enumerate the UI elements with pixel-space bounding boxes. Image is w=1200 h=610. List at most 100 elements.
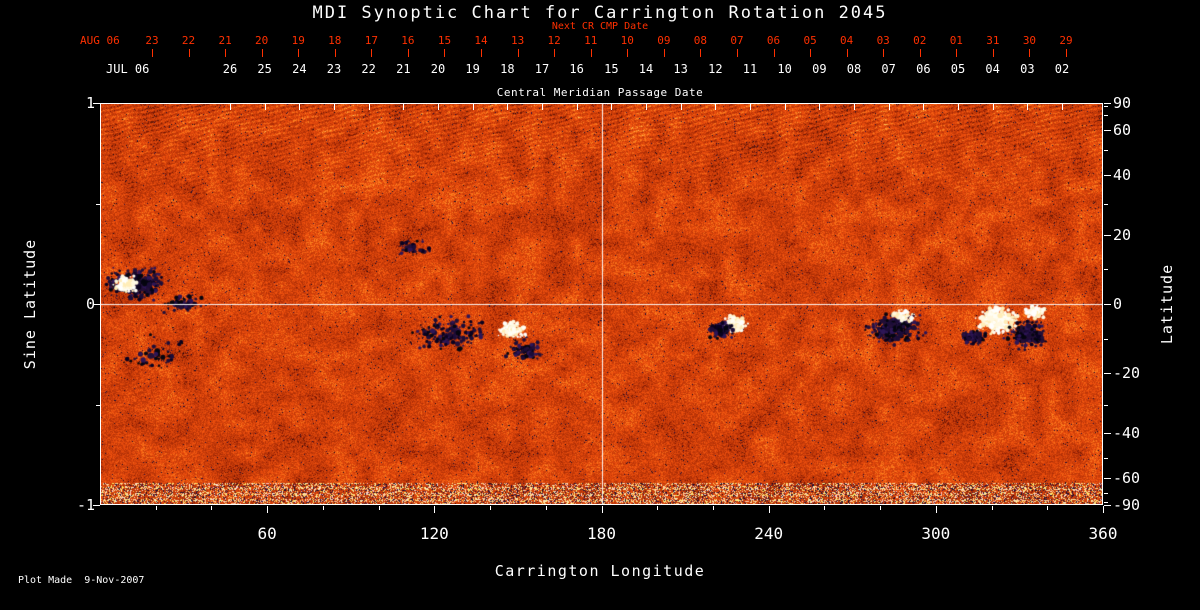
next-cr-date-label: 29 bbox=[1059, 34, 1073, 47]
bottom-major-tick bbox=[267, 506, 269, 513]
cmp-date-label: 21 bbox=[396, 62, 411, 76]
cmp-tick bbox=[611, 104, 613, 110]
cmp-date-label: 20 bbox=[430, 62, 446, 76]
right-minor-tick bbox=[1104, 338, 1108, 340]
next-cr-date-label: 03 bbox=[876, 34, 890, 47]
left-tick-label: 1 bbox=[85, 94, 95, 112]
right-major-tick bbox=[1104, 478, 1111, 480]
bottom-minor-tick bbox=[824, 506, 826, 510]
cmp-date-label: 12 bbox=[708, 62, 723, 76]
next-cr-date-label: 12 bbox=[547, 34, 561, 47]
next-cr-tick bbox=[773, 49, 775, 57]
left-minor-tick bbox=[96, 404, 100, 406]
bottom-major-tick bbox=[434, 506, 436, 513]
next-cr-tick bbox=[152, 49, 153, 57]
cmp-tick bbox=[819, 104, 821, 110]
left-tick-label: -1 bbox=[76, 496, 95, 514]
next-cr-tick bbox=[663, 49, 665, 57]
cmp-date-label: 07 bbox=[881, 62, 896, 76]
cmp-tick bbox=[888, 104, 890, 110]
next-cr-date-label: 21 bbox=[218, 34, 232, 47]
left-tick-label: 0 bbox=[85, 295, 95, 313]
next-cr-date-label: 31 bbox=[986, 34, 1000, 47]
next-cr-date-label: 04 bbox=[840, 34, 854, 47]
left-minor-tick bbox=[96, 203, 100, 205]
right-minor-tick bbox=[1104, 501, 1108, 503]
left-axis-title: Sine Latitude bbox=[21, 238, 39, 370]
bottom-major-tick bbox=[1103, 506, 1104, 513]
next-cr-tick bbox=[188, 49, 190, 57]
cmp-tick bbox=[299, 104, 301, 110]
right-major-tick bbox=[1104, 174, 1111, 176]
bottom-tick-label: 240 bbox=[754, 524, 784, 543]
next-cr-tick bbox=[919, 49, 921, 57]
bottom-tick-label: 60 bbox=[257, 524, 277, 543]
cmp-tick bbox=[368, 104, 370, 110]
cmp-tick bbox=[923, 104, 925, 110]
cmp-date-label: 13 bbox=[673, 62, 688, 76]
cmp-tick bbox=[507, 104, 509, 110]
plot-made-timestamp: Plot Made 9-Nov-2007 bbox=[18, 575, 145, 586]
bottom-tick-label: 360 bbox=[1088, 524, 1118, 543]
next-cr-tick bbox=[371, 49, 373, 57]
cmp-tick bbox=[472, 104, 474, 110]
next-cr-tick bbox=[883, 49, 885, 57]
cmp-date-label: 04 bbox=[985, 62, 1000, 76]
bottom-minor-tick bbox=[211, 506, 213, 510]
bottom-tick-label: 180 bbox=[587, 524, 616, 543]
right-minor-tick bbox=[1104, 106, 1108, 108]
right-minor-tick bbox=[1104, 492, 1108, 494]
cmp-tick bbox=[264, 104, 266, 110]
next-cr-date-label: 17 bbox=[364, 34, 378, 47]
right-minor-tick bbox=[1104, 404, 1108, 406]
right-major-tick bbox=[1104, 235, 1111, 237]
cmp-tick bbox=[403, 104, 405, 110]
next-cr-tick bbox=[261, 49, 263, 57]
next-cr-tick bbox=[736, 49, 738, 57]
cmp-date-label: 16 bbox=[569, 62, 584, 76]
right-tick-label: -90 bbox=[1113, 496, 1141, 514]
next-cr-date-label: 11 bbox=[584, 34, 598, 47]
magnetogram-canvas bbox=[100, 103, 1103, 505]
bottom-minor-tick bbox=[545, 506, 547, 510]
next-cr-date-label: 10 bbox=[620, 34, 634, 47]
next-cr-month-label: AUG 06 bbox=[80, 34, 120, 47]
next-cr-tick bbox=[554, 49, 556, 57]
next-cr-tick bbox=[956, 49, 958, 57]
next-cr-date-label: 13 bbox=[510, 34, 525, 47]
bottom-minor-tick bbox=[155, 506, 157, 510]
cmp-tick bbox=[680, 104, 682, 110]
cmp-date-label: 09 bbox=[812, 62, 827, 76]
cmp-tick bbox=[576, 104, 578, 110]
right-minor-tick bbox=[1104, 457, 1108, 459]
cmp-tick bbox=[542, 104, 543, 110]
next-cr-date-label: 06 bbox=[766, 34, 781, 47]
next-cr-tick bbox=[1029, 49, 1031, 57]
right-major-tick bbox=[1104, 103, 1111, 104]
cmp-tick bbox=[992, 104, 994, 110]
right-minor-tick bbox=[1104, 269, 1108, 271]
next-cr-date-label: 30 bbox=[1022, 34, 1037, 47]
next-cr-date-label: 09 bbox=[657, 34, 671, 47]
cmp-tick bbox=[1027, 104, 1029, 110]
cmp-date-label: 08 bbox=[846, 62, 862, 76]
cmp-date-label: 24 bbox=[292, 62, 307, 76]
bottom-minor-tick bbox=[1047, 506, 1049, 510]
cmp-tick bbox=[438, 104, 439, 110]
right-major-tick bbox=[1104, 505, 1111, 506]
next-cr-tick bbox=[627, 49, 629, 57]
next-cr-date-label: 05 bbox=[803, 34, 817, 47]
next-cr-date-label: 18 bbox=[328, 34, 342, 47]
next-cr-tick bbox=[810, 49, 812, 57]
right-tick-label: 60 bbox=[1113, 120, 1132, 139]
cmp-date-label: 02 bbox=[1054, 62, 1070, 76]
left-major-tick bbox=[93, 304, 100, 305]
right-tick-label: 90 bbox=[1113, 94, 1132, 112]
next-cr-cmp-date-label: Next CR CMP Date bbox=[551, 21, 649, 32]
cmp-date-axis-label: Central Meridian Passage Date bbox=[496, 86, 704, 99]
right-minor-tick bbox=[1104, 115, 1108, 117]
cmp-tick bbox=[230, 104, 231, 110]
cmp-tick bbox=[854, 104, 855, 110]
next-cr-tick bbox=[517, 49, 519, 57]
right-axis-title: Latitude bbox=[1158, 263, 1176, 345]
